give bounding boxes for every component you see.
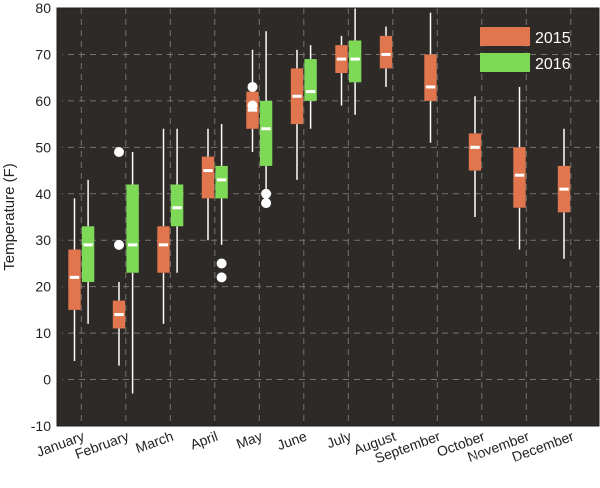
legend-label-2016: 2016 — [535, 56, 571, 73]
box-2016-june — [304, 45, 317, 129]
outlier-point — [247, 100, 258, 111]
y-tick-label: 50 — [35, 139, 51, 155]
outlier-point — [114, 239, 124, 250]
outlier-point — [261, 198, 272, 209]
outlier-point — [114, 146, 124, 157]
box-body — [304, 59, 317, 101]
x-tick-label-march: March — [133, 428, 175, 456]
x-tick-label-april: April — [188, 428, 220, 453]
box-2016-july — [348, 8, 362, 115]
y-tick-label: 60 — [35, 93, 51, 109]
x-tick-label-july: July — [324, 428, 353, 452]
y-axis-label: Temperature (F) — [1, 163, 18, 271]
box-2016-may — [259, 31, 273, 209]
box-body — [68, 249, 81, 310]
x-tick-label-june: June — [275, 428, 309, 453]
box-body — [157, 226, 170, 273]
box-body — [215, 165, 228, 199]
outlier-point — [216, 272, 227, 283]
x-tick-label-may: May — [234, 428, 264, 452]
y-tick-label: 40 — [35, 186, 51, 202]
box-2015-june — [290, 49, 304, 180]
box-2015-september — [424, 12, 437, 143]
box-body — [126, 184, 139, 273]
y-tick-label: 30 — [35, 232, 51, 248]
y-tick-label: 20 — [35, 279, 51, 295]
box-2016-february — [126, 151, 139, 394]
box-2015-august — [379, 26, 393, 87]
box-2015-february — [112, 146, 126, 366]
box-body — [379, 35, 393, 69]
box-2015-march — [157, 128, 170, 324]
legend: 2015 2016 — [480, 27, 571, 73]
axes-frame — [56, 7, 600, 427]
watermark-text: 知乎 @likari — [472, 452, 542, 467]
box-2015-december — [557, 128, 571, 259]
box-2015-october — [468, 96, 482, 217]
legend-label-2015: 2015 — [535, 30, 571, 47]
box-2015-may — [246, 49, 259, 152]
box-2015-november — [513, 86, 526, 250]
box-body — [170, 184, 184, 227]
box-series — [68, 8, 571, 394]
box-2015-january — [68, 198, 81, 361]
y-tick-label: 70 — [35, 46, 51, 62]
legend-swatch-2015 — [480, 27, 530, 46]
y-tick-label: 80 — [35, 0, 51, 16]
box-body — [513, 147, 526, 208]
box-body — [81, 226, 95, 283]
outlier-point — [261, 188, 272, 199]
box-body — [259, 100, 273, 166]
y-tick-label: -10 — [31, 418, 51, 434]
box-body — [424, 54, 437, 101]
box-body — [201, 156, 215, 199]
box-2016-april — [215, 124, 228, 283]
box-body — [348, 40, 362, 83]
y-tick-label: 0 — [43, 372, 51, 388]
box-2016-march — [170, 128, 184, 273]
legend-swatch-2016 — [480, 53, 530, 72]
gridlines — [57, 8, 599, 426]
box-2015-april — [201, 128, 215, 241]
outlier-point — [247, 81, 258, 92]
outlier-point — [216, 258, 227, 269]
box-2016-january — [81, 179, 95, 324]
y-tick-label: 10 — [35, 325, 51, 341]
box-body — [468, 133, 482, 171]
plot-area — [57, 8, 599, 426]
box-2015-july — [335, 35, 348, 106]
